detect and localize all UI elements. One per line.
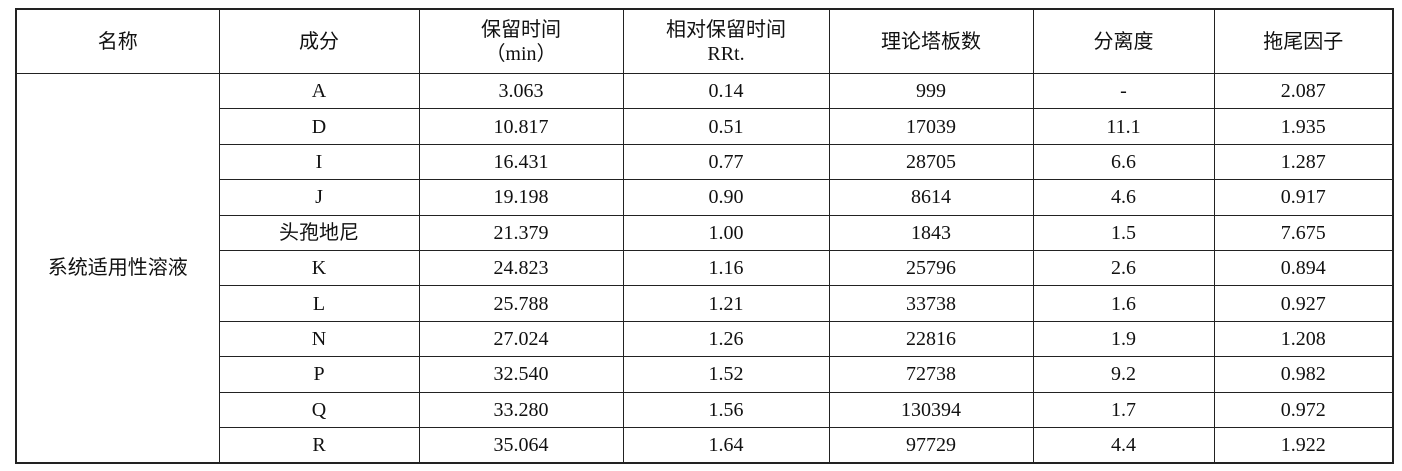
table-cell: 0.972: [1213, 391, 1394, 428]
table-cell: P: [218, 356, 420, 393]
table-cell: 25.788: [418, 285, 624, 322]
table-cell: 1.5: [1032, 214, 1215, 251]
table-cell: 头孢地尼: [218, 214, 420, 251]
table-cell: 1.00: [622, 214, 830, 251]
table-cell: 0.917: [1213, 179, 1394, 216]
table-cell: 11.1: [1032, 108, 1215, 145]
table-cell: A: [218, 72, 420, 110]
table-cell: 1.922: [1213, 426, 1394, 464]
header-text: 相对保留时间: [666, 18, 786, 41]
table-row: J 19.198 0.90 8614 4.6 0.917: [16, 179, 1394, 216]
table-cell: N: [218, 320, 420, 358]
table-cell: 10.817: [418, 108, 624, 145]
table-cell: K: [218, 249, 420, 287]
table-cell: 0.77: [622, 143, 830, 181]
table-row: N 27.024 1.26 22816 1.9 1.208: [16, 320, 1394, 358]
table-row: P 32.540 1.52 72738 9.2 0.982: [16, 356, 1394, 393]
table-cell: 1.9: [1032, 320, 1215, 358]
table-cell: 28705: [828, 143, 1034, 181]
table-cell: 1.21: [622, 285, 830, 322]
table-row: 头孢地尼 21.379 1.00 1843 1.5 7.675: [16, 214, 1394, 251]
table-cell: 4.6: [1032, 179, 1215, 216]
header-text: 拖尾因子: [1263, 30, 1344, 53]
table-row: D 10.817 0.51 17039 11.1 1.935: [16, 108, 1394, 145]
table-cell: 1.208: [1213, 320, 1394, 358]
name-cell: 系统适用性溶液: [15, 73, 220, 464]
data-table: 名称 成分 保留时间 （min） 相对保留时间 RRt. 理论塔板数 分离度 拖尾因子 系统适用…: [15, 8, 1394, 465]
header-text: 成分: [299, 30, 339, 53]
table-cell: 16.431: [418, 143, 624, 181]
table-cell: 9.2: [1032, 356, 1215, 393]
table-cell: 24.823: [418, 249, 624, 287]
table-cell: 7.675: [1213, 214, 1394, 251]
header-text: 理论塔板数: [881, 30, 981, 53]
table-cell: 1.52: [622, 356, 830, 393]
table-cell: 1.287: [1213, 143, 1394, 181]
table-cell: 1.56: [622, 391, 830, 428]
table-cell: 1.935: [1213, 108, 1394, 145]
header-cell: 保留时间 （min）: [418, 8, 624, 74]
header-text: （min）: [485, 42, 557, 65]
table-cell: 27.024: [418, 320, 624, 358]
header-cell: 成分: [218, 8, 420, 74]
table-cell: 6.6: [1032, 143, 1215, 181]
header-text: 名称: [97, 30, 138, 53]
table-cell: 3.063: [418, 72, 624, 110]
table-cell: 33738: [828, 285, 1034, 322]
header-cell: 理论塔板数: [828, 8, 1034, 74]
table-cell: D: [218, 108, 420, 145]
table-cell: 0.90: [622, 179, 830, 216]
table-cell: I: [218, 143, 420, 181]
table-cell: 1.64: [622, 426, 830, 464]
table-row: R 35.064 1.64 97729 4.4 1.922: [16, 426, 1394, 464]
table-cell: J: [218, 179, 420, 216]
table-container: 名称 成分 保留时间 （min） 相对保留时间 RRt. 理论塔板数 分离度 拖尾因子 系统适用…: [15, 8, 1394, 465]
table-cell: 2.6: [1032, 249, 1215, 287]
header-text: RRt.: [707, 42, 745, 65]
header-cell: 相对保留时间 RRt.: [622, 8, 830, 74]
header-row: 名称 成分 保留时间 （min） 相对保留时间 RRt. 理论塔板数 分离度 拖尾因子: [15, 8, 1394, 74]
table-cell: 72738: [828, 356, 1034, 393]
table-cell: 33.280: [418, 391, 624, 428]
table-cell: 0.14: [622, 72, 830, 110]
table-row: K 24.823 1.16 25796 2.6 0.894: [16, 249, 1394, 287]
table-cell: 4.4: [1032, 426, 1215, 464]
table-cell: 97729: [828, 426, 1034, 464]
table-row: L 25.788 1.21 33738 1.6 0.927: [16, 285, 1394, 322]
table-cell: 19.198: [418, 179, 624, 216]
table-cell: L: [218, 285, 420, 322]
table-cell: 1.26: [622, 320, 830, 358]
table-cell: 1.6: [1032, 285, 1215, 322]
table-cell: 1.16: [622, 249, 830, 287]
table-cell: 0.982: [1213, 356, 1394, 393]
header-cell: 名称: [15, 8, 220, 74]
header-cell: 分离度: [1032, 8, 1215, 74]
header-text: 保留时间: [481, 18, 561, 41]
table-row: 系统适用性溶液 A 3.063 0.14 999-2.087: [15, 72, 1394, 464]
table-cell: 0.51: [622, 108, 830, 145]
table-cell: 8614: [828, 179, 1034, 216]
table-row: Q 33.280 1.56 130394 1.7 0.972: [16, 391, 1394, 428]
table-cell: 999: [828, 72, 1034, 110]
table-cell: 32.540: [418, 356, 624, 393]
table-cell: 21.379: [418, 214, 624, 251]
table-cell: 2.087: [1213, 72, 1394, 110]
header-text: 分离度: [1093, 30, 1154, 53]
table-cell: 25796: [828, 249, 1034, 287]
table-cell: 0.927: [1213, 285, 1394, 322]
table-cell: R: [218, 426, 420, 464]
header-cell: 拖尾因子: [1213, 8, 1394, 74]
table-cell: 1.7: [1032, 391, 1215, 428]
table-cell: 22816: [828, 320, 1034, 358]
table-cell: 35.064: [418, 426, 624, 464]
table-cell: 0.894: [1213, 249, 1394, 287]
table-cell: 130394: [828, 391, 1034, 428]
table-cell: -: [1032, 72, 1215, 110]
table-body: 系统适用性溶液 A 3.063 0.14 999-2.087 D 10.817 0.51 170…: [15, 72, 1394, 464]
table-cell: 1843: [828, 214, 1034, 251]
table-cell: Q: [218, 391, 420, 428]
table-cell: 17039: [828, 108, 1034, 145]
table-row: I 16.431 0.77 28705 6.6 1.287: [16, 143, 1394, 181]
